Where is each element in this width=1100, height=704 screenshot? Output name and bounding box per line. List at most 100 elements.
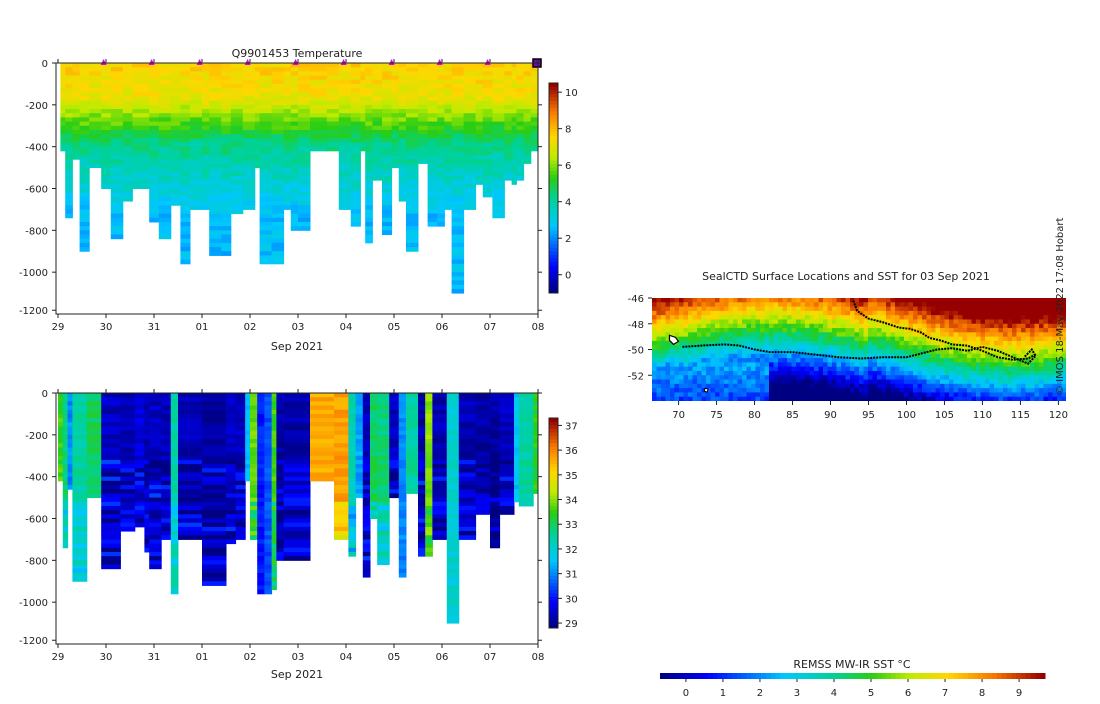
sst-cell <box>661 307 666 312</box>
sst-cell <box>733 324 738 329</box>
sst-cell <box>688 298 693 303</box>
sst-cell <box>720 302 725 307</box>
temperature-cell <box>60 63 65 68</box>
salinity-cell <box>490 452 500 457</box>
temperature-cell <box>65 105 73 110</box>
sst-cell <box>684 302 689 307</box>
sst-cell <box>823 315 828 320</box>
temperature-cell <box>483 71 493 76</box>
sst-cell <box>715 345 720 350</box>
temperature-cell <box>418 138 428 143</box>
sst-cell <box>657 384 662 389</box>
sst-cell <box>823 380 828 385</box>
temperature-cell <box>428 201 438 206</box>
temperature-cell <box>382 197 392 202</box>
temperature-cell <box>524 122 532 127</box>
sst-cell <box>873 332 878 337</box>
salinity-cell <box>272 393 277 398</box>
sst-cell <box>886 307 891 312</box>
salinity-cell <box>356 447 364 452</box>
salinity-cell <box>72 577 87 582</box>
salinity-cell <box>236 489 246 494</box>
temperature-cell <box>516 138 524 143</box>
sst-cell <box>886 380 891 385</box>
salinity-cell <box>399 523 407 528</box>
temperature-cell <box>464 67 477 72</box>
salinity-cell <box>149 439 162 444</box>
temperature-cell <box>351 117 361 122</box>
salinity-cell <box>101 548 121 553</box>
salinity-cell <box>500 447 515 452</box>
sst-cell <box>711 397 716 402</box>
temperature-cell <box>392 105 400 110</box>
sst-cell <box>783 345 788 350</box>
temperature-cell <box>339 180 352 185</box>
sst-cell <box>729 298 734 303</box>
salinity-cell <box>257 498 265 503</box>
temperature-cell <box>464 189 477 194</box>
salinity-cell <box>264 481 272 486</box>
sst-cell <box>778 397 783 402</box>
salinity-cell <box>250 422 258 427</box>
salinity-cell <box>399 565 407 570</box>
sst-cell <box>895 350 900 355</box>
temperature-cell <box>327 92 340 97</box>
salinity-cell <box>519 439 534 444</box>
salinity-cell <box>447 485 460 490</box>
sst-cell <box>837 392 842 397</box>
temperature-cell <box>483 80 493 85</box>
sst-cell <box>882 384 887 389</box>
salinity-cell <box>202 414 227 419</box>
salinity-cell <box>432 422 447 427</box>
salinity-cell <box>490 493 500 498</box>
temperature-cell <box>123 113 133 118</box>
sst-cell <box>742 354 747 359</box>
sst-cell <box>702 307 707 312</box>
temperature-cell <box>149 201 159 206</box>
salinity-cell <box>399 418 407 423</box>
temperature-cell <box>476 159 484 164</box>
temperature-cell <box>231 67 244 72</box>
temperature-cell <box>180 222 190 227</box>
temperature-colorbar-segment <box>549 139 558 143</box>
temperature-cell <box>221 109 231 114</box>
salinity-cell <box>68 431 73 436</box>
salinity-cell <box>202 514 227 519</box>
sst-cell <box>702 332 707 337</box>
sst-cell <box>670 388 675 393</box>
temperature-cell <box>111 222 124 227</box>
temperature-cell <box>476 172 484 177</box>
temperature-cell <box>65 76 73 81</box>
salinity-cell <box>171 456 179 461</box>
sst-cell <box>769 367 774 372</box>
salinity-cell <box>161 397 171 402</box>
temperature-cell <box>298 134 311 139</box>
temperature-cell <box>231 130 244 135</box>
temperature-cell <box>284 63 292 68</box>
temperature-cell <box>492 142 505 147</box>
salinity-cell <box>149 406 162 411</box>
salinity-colorbar-segment <box>549 422 558 426</box>
sst-cell <box>693 307 698 312</box>
salinity-cell <box>447 577 460 582</box>
sst-cell <box>693 354 698 359</box>
salinity-cell <box>348 527 356 532</box>
temperature-cell <box>255 138 260 143</box>
sst-cell <box>760 375 765 380</box>
temperature-cell <box>80 201 90 206</box>
temperature-cell <box>524 113 532 118</box>
temperature-cell <box>406 142 419 147</box>
sst-cell <box>882 302 887 307</box>
temperature-cell <box>221 117 231 122</box>
temperature-cell <box>483 113 493 118</box>
temperature-cell <box>111 230 124 235</box>
temperature-cell <box>365 63 373 68</box>
temperature-cell <box>260 71 273 76</box>
salinity-cell <box>72 481 87 486</box>
temperature-y-tick-label: -200 <box>25 101 48 112</box>
temperature-cell <box>231 189 244 194</box>
sst-cell <box>886 332 891 337</box>
sst-cell <box>814 392 819 397</box>
temperature-cell <box>221 189 231 194</box>
sst-cell <box>652 354 657 359</box>
